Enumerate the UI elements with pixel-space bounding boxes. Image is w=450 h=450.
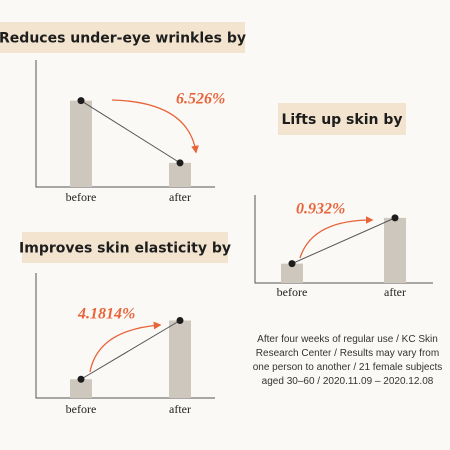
x-tick-label: after	[169, 190, 191, 204]
trend-line	[80, 320, 181, 380]
x-tick-label: before	[277, 285, 308, 299]
bar	[169, 320, 191, 398]
bar-top-dot	[176, 159, 184, 167]
title-box	[278, 103, 406, 135]
x-tick-label: after	[384, 285, 406, 299]
change-arrow	[111, 99, 199, 154]
bar	[169, 162, 191, 187]
change-label: 4.1814%	[77, 306, 135, 323]
axis	[35, 60, 215, 188]
change-label: 6.526%	[176, 91, 225, 108]
footnote: After four weeks of regular use / KC Ski…	[252, 334, 443, 387]
x-tick-label: before	[66, 402, 97, 416]
title-box	[0, 22, 245, 53]
bar-top-dot	[77, 375, 85, 383]
change-arrow	[89, 321, 162, 373]
trend-line	[80, 100, 181, 164]
bar	[384, 217, 406, 283]
bar	[70, 379, 92, 398]
chart-title: Reduces under-eye wrinkles by	[0, 31, 246, 47]
chart-title: Lifts up skin by	[281, 112, 402, 128]
bar	[281, 263, 303, 283]
bar-top-dot	[176, 317, 184, 324]
bar-top-dot	[288, 260, 296, 268]
change-label: 0.932%	[296, 201, 345, 218]
axis	[35, 273, 215, 399]
bar	[70, 100, 92, 187]
title-box	[22, 232, 228, 263]
bar-top-dot	[77, 97, 85, 105]
trend-line	[291, 217, 396, 265]
chart-title: Improves skin elasticity by	[19, 241, 231, 257]
change-arrow	[299, 216, 374, 259]
bar-top-dot	[391, 214, 399, 222]
x-tick-label: after	[169, 402, 191, 416]
x-tick-label: before	[66, 190, 97, 204]
axis	[254, 195, 433, 284]
